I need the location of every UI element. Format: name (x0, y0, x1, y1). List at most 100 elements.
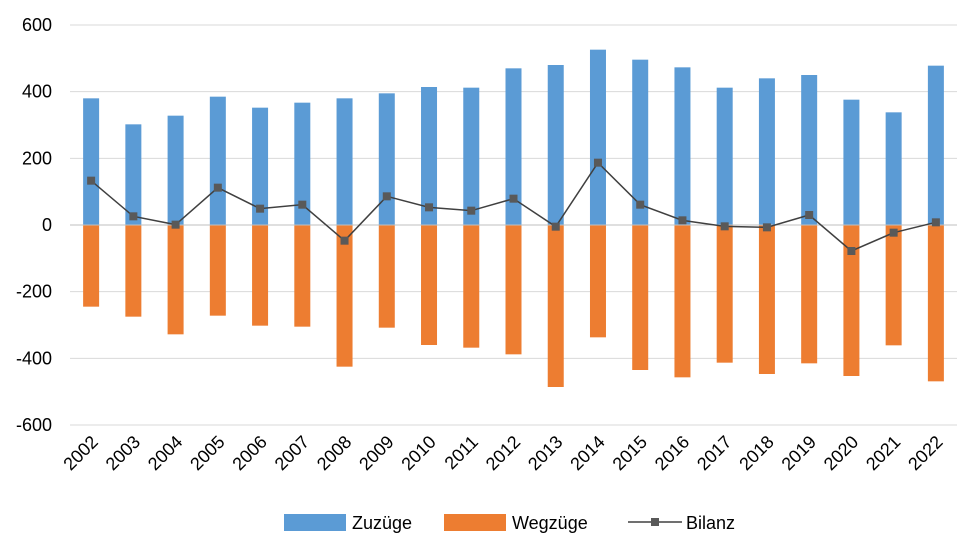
legend-swatch-wegzuege (444, 514, 506, 531)
bar-wegzuege (632, 225, 649, 370)
bar-zuzuege (463, 87, 480, 226)
bar-zuzuege (83, 98, 100, 225)
bilanz-point (931, 218, 940, 227)
y-tick-label: -400 (16, 348, 52, 368)
legend-label-wegzuege: Wegzüge (512, 513, 588, 533)
bar-wegzuege (927, 225, 944, 382)
bar-zuzuege (252, 107, 269, 225)
bar-wegzuege (589, 225, 606, 338)
x-axis-tick-labels: 2002 2003 2004 2005 2006 2007 2008 2009 2010 2011… (59, 432, 946, 474)
bilanz-point (889, 228, 898, 237)
bar-zuzuege (336, 98, 353, 225)
bar-zuzuege (378, 93, 395, 225)
bilanz-point (213, 183, 222, 192)
bilanz-point (256, 204, 265, 213)
x-tick-label: 2004 (144, 432, 186, 474)
legend-marker-bilanz (651, 518, 659, 526)
bar-wegzuege (421, 225, 438, 345)
bar-wegzuege (252, 225, 269, 326)
bar-zuzuege (674, 67, 691, 225)
bar-zuzuege (758, 78, 775, 225)
bar-zuzuege (547, 65, 564, 225)
bar-wegzuege (209, 225, 226, 316)
bar-wegzuege (378, 225, 395, 328)
bars (83, 49, 944, 387)
bar-wegzuege (885, 225, 902, 346)
legend-swatch-zuzuege (284, 514, 346, 531)
x-tick-label: 2005 (186, 432, 228, 474)
x-tick-label: 2003 (102, 432, 144, 474)
bar-wegzuege (336, 225, 353, 367)
bar-wegzuege (801, 225, 818, 364)
legend: Zuzüge Wegzüge Bilanz (284, 513, 735, 533)
x-tick-label: 2019 (778, 432, 820, 474)
bar-wegzuege (463, 225, 480, 348)
bar-zuzuege (125, 124, 142, 225)
bilanz-point (171, 220, 180, 229)
x-tick-label: 2021 (862, 432, 904, 474)
y-tick-label: 200 (22, 148, 52, 168)
legend-label-bilanz: Bilanz (686, 513, 735, 533)
bilanz-point (509, 194, 518, 203)
bar-wegzuege (125, 225, 142, 317)
x-tick-label: 2007 (271, 432, 313, 474)
bar-wegzuege (843, 225, 860, 376)
bilanz-point (129, 212, 138, 221)
y-tick-label: -600 (16, 415, 52, 435)
y-tick-label: -200 (16, 282, 52, 302)
bar-wegzuege (83, 225, 100, 307)
bar-zuzuege (505, 68, 522, 225)
x-tick-label: 2017 (693, 432, 735, 474)
x-tick-label: 2009 (355, 432, 397, 474)
bar-zuzuege (801, 75, 818, 225)
bilanz-point (762, 223, 771, 232)
legend-label-zuzuege: Zuzüge (352, 513, 412, 533)
x-tick-label: 2008 (313, 432, 355, 474)
x-tick-label: 2013 (524, 432, 566, 474)
bar-zuzuege (209, 96, 226, 226)
bilanz-point (382, 192, 391, 201)
x-tick-label: 2022 (904, 432, 946, 474)
bar-zuzuege (716, 87, 733, 226)
bilanz-point (87, 176, 96, 185)
y-tick-label: 600 (22, 15, 52, 35)
bilanz-point (551, 222, 560, 231)
y-axis-tick-labels: 600 400 200 0 -200 -400 -600 (16, 15, 52, 435)
bar-wegzuege (167, 225, 184, 335)
bilanz-point (593, 158, 602, 167)
bar-wegzuege (294, 225, 311, 327)
bilanz-point (298, 200, 307, 209)
bar-wegzuege (547, 225, 564, 387)
bar-zuzuege (421, 87, 438, 225)
bar-zuzuege (589, 49, 606, 225)
bilanz-point (425, 203, 434, 212)
bar-wegzuege (674, 225, 691, 378)
x-tick-label: 2016 (651, 432, 693, 474)
x-tick-label: 2018 (735, 432, 777, 474)
y-tick-label: 400 (22, 82, 52, 102)
bilanz-point (340, 236, 349, 245)
bilanz-point (720, 222, 729, 231)
bar-zuzuege (632, 59, 649, 225)
bilanz-point (805, 211, 814, 219)
x-tick-label: 2006 (228, 432, 270, 474)
bilanz-point (847, 247, 856, 255)
bilanz-point (636, 200, 645, 209)
bar-wegzuege (505, 225, 522, 355)
bar-zuzuege (294, 102, 311, 225)
bar-zuzuege (843, 99, 860, 225)
bar-wegzuege (758, 225, 775, 374)
bilanz-line (87, 158, 940, 255)
bar-wegzuege (716, 225, 733, 363)
bilanz-point (467, 206, 476, 215)
x-tick-label: 2012 (482, 432, 524, 474)
x-tick-label: 2011 (441, 432, 483, 474)
x-tick-label: 2010 (397, 432, 439, 474)
bar-zuzuege (885, 112, 902, 225)
bar-zuzuege (927, 65, 944, 226)
y-tick-label: 0 (42, 215, 52, 235)
x-tick-label: 2014 (566, 432, 608, 474)
x-tick-label: 2002 (59, 432, 101, 474)
bar-zuzuege (167, 115, 184, 225)
